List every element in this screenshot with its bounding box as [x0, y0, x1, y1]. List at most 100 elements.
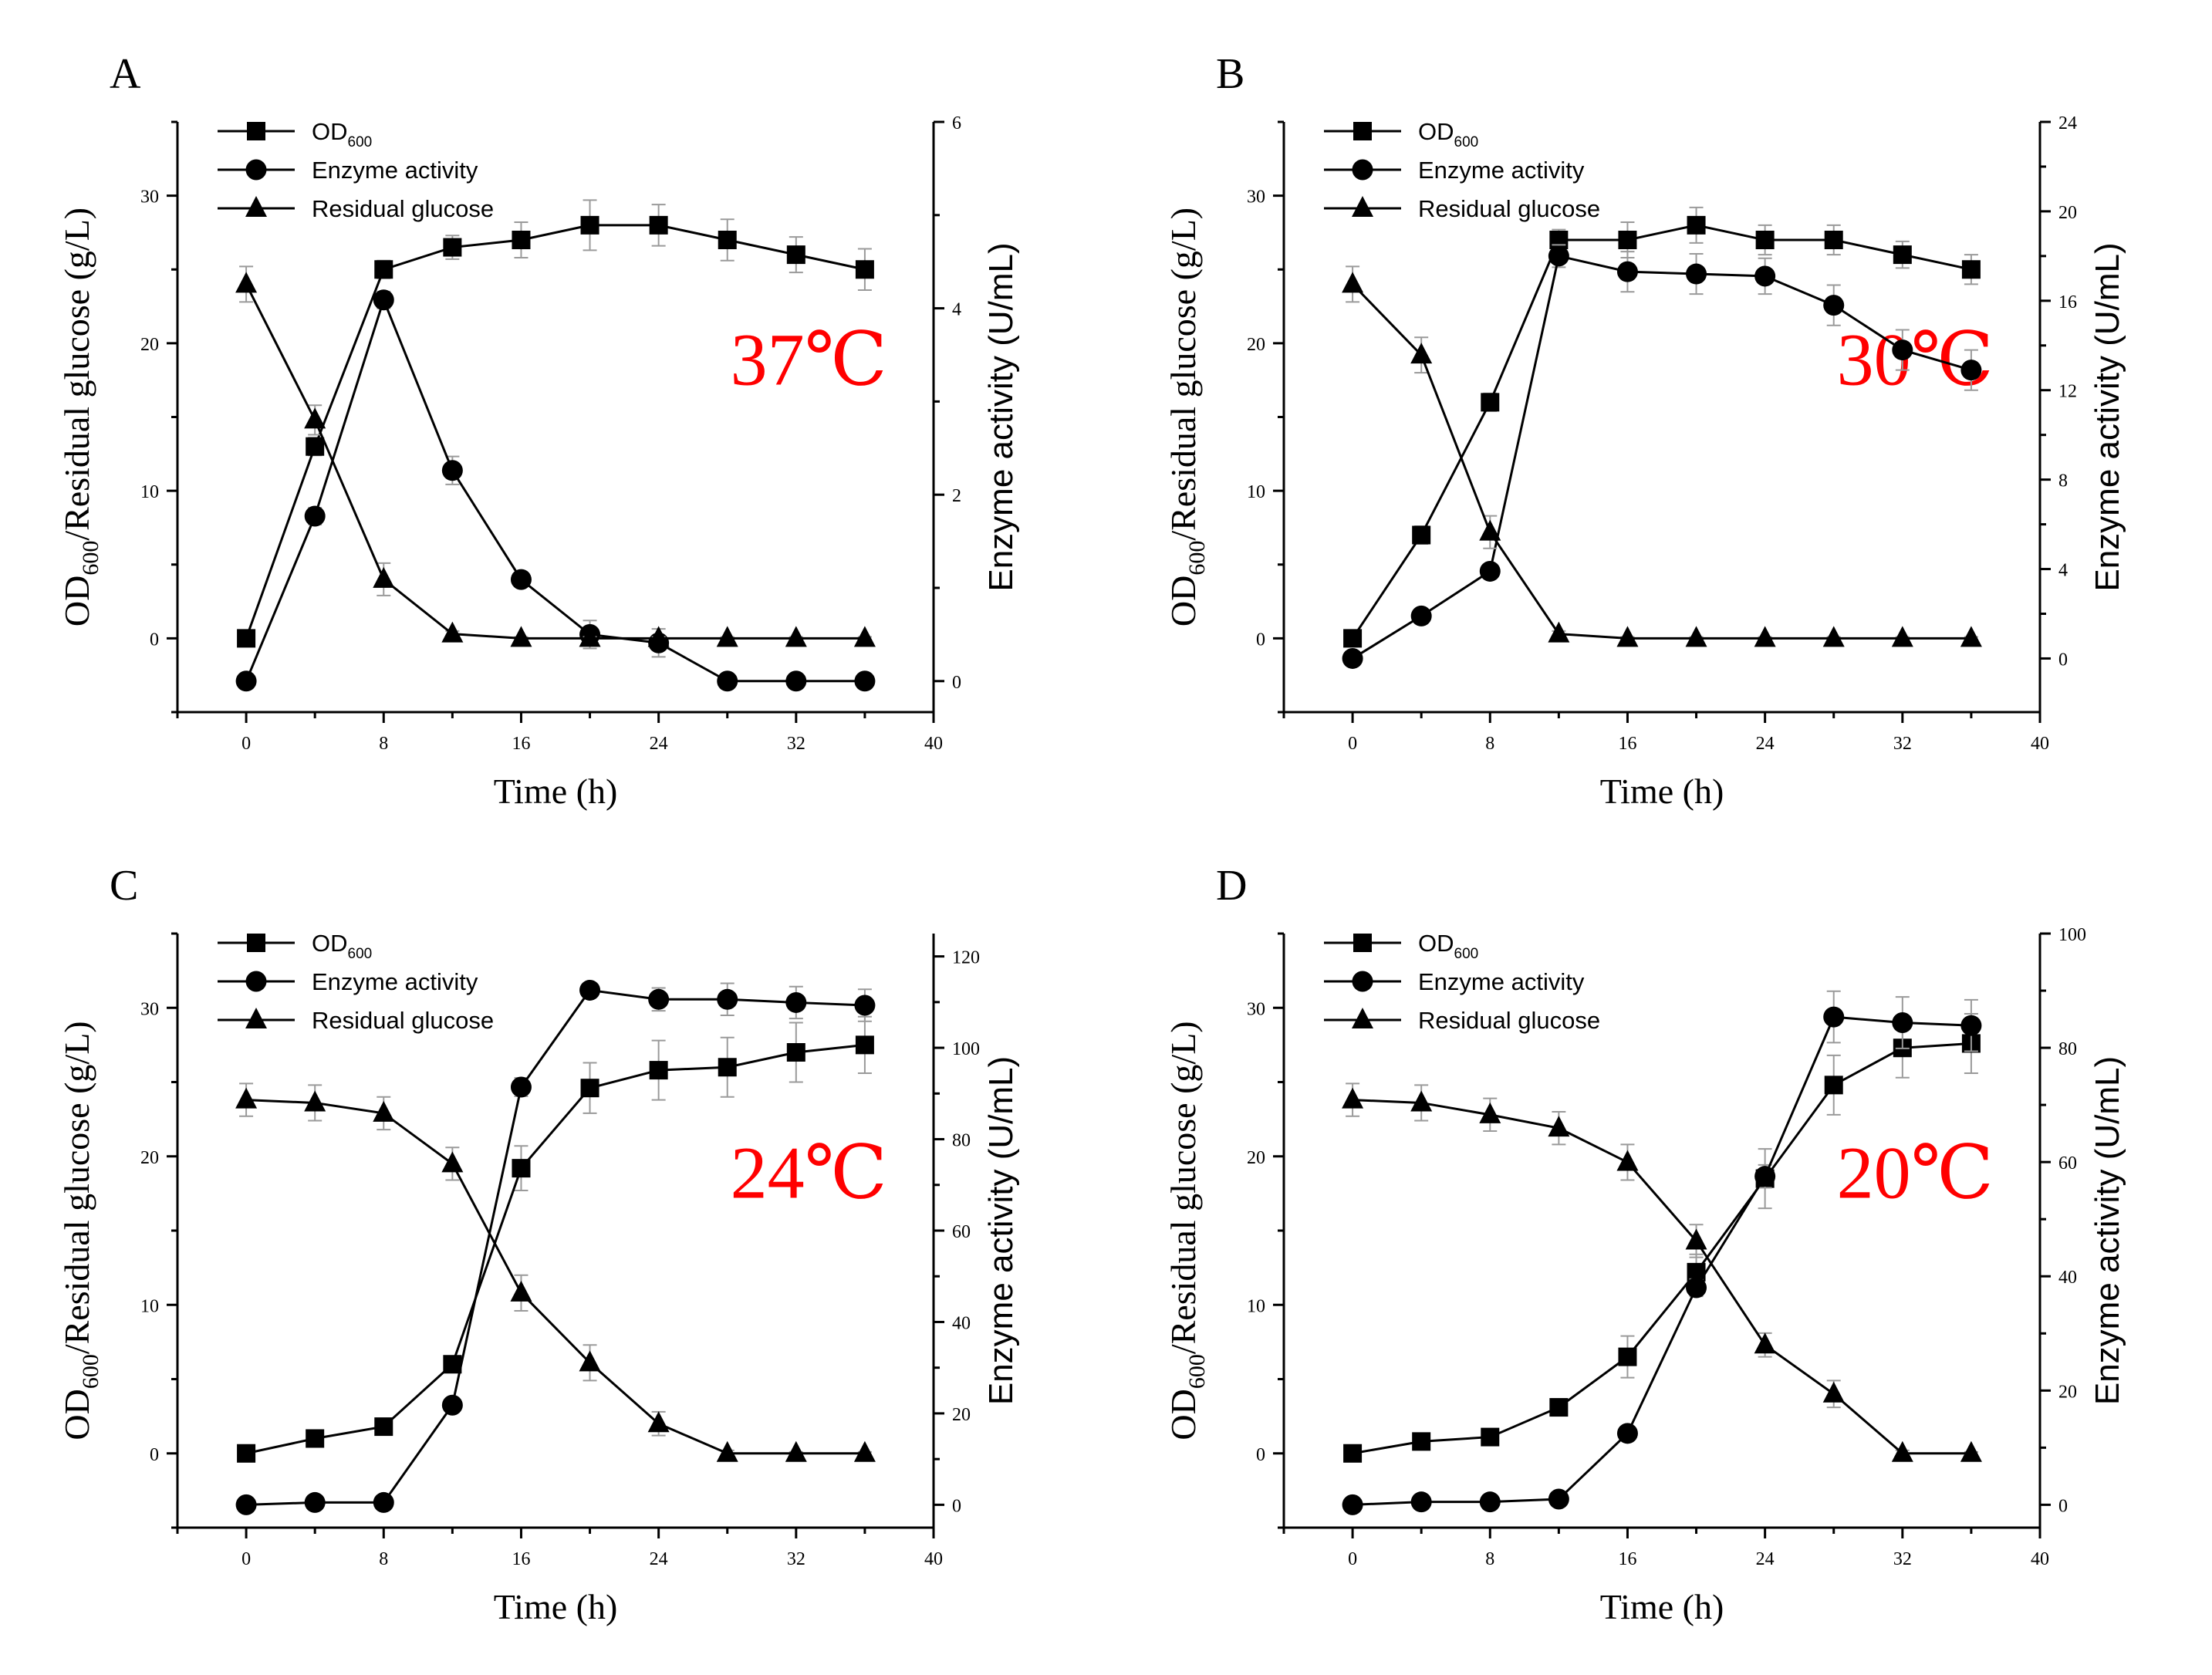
panel-d-od-point [1618, 1347, 1637, 1366]
panel-a-left-tick-label: 10 [140, 482, 159, 502]
panel-d-enzyme-line [1353, 1015, 1971, 1506]
panel-b-left-tick-label: 30 [1247, 187, 1265, 208]
panel-c-glucose-point [785, 1440, 807, 1462]
panel-a-letter: A [110, 50, 141, 98]
panel-b-series-enzyme [1342, 244, 1982, 669]
panel-d-right-tick-label: 0 [2058, 1496, 2068, 1516]
panel-b-y-left-label-rest: /Residual glucose (g/L) [1163, 208, 1203, 541]
panel-d-legend-od: OD600 [1324, 930, 1478, 962]
panel-b-enzyme-point [1342, 647, 1363, 669]
panel-c-enzyme-point [854, 995, 876, 1016]
panel-c-x-tick-label: 32 [787, 1549, 805, 1569]
panel-a-enzyme-point [304, 505, 326, 527]
panel-b-left-tick-label: 10 [1247, 482, 1265, 502]
panel-c-legend-enzyme-marker [245, 971, 267, 992]
panel-b-series-glucose [1342, 265, 1982, 647]
panel-c-right-tick-label: 40 [952, 1313, 971, 1333]
panel-b-od-point [1343, 629, 1363, 648]
panel-c-enzyme-point [579, 979, 601, 1001]
panel-d-series-enzyme [1342, 990, 1982, 1515]
panel-d-enzyme-point [1823, 1006, 1845, 1028]
panel-c-glucose-point [235, 1087, 258, 1109]
panel-a-left-tick-label: 0 [150, 630, 159, 650]
panel-a-right-tick-label: 2 [952, 486, 961, 506]
panel-a-enzyme-point [854, 670, 876, 692]
panel-b-enzyme-point [1479, 560, 1501, 582]
panel-b-glucose-point [1960, 626, 1982, 647]
panel-c-y-left-label-main: OD [57, 1389, 96, 1440]
panel-d-glucose-line [1353, 1099, 1971, 1455]
panel-d-x-tick-label: 40 [2031, 1549, 2049, 1569]
panel-d-od-point [1481, 1427, 1500, 1447]
panel-c-series-enzyme [235, 979, 876, 1515]
panel-d-enzyme-point [1342, 1494, 1363, 1515]
panel-a-right-tick-label: 6 [952, 113, 961, 133]
panel-c-right-tick-label: 100 [952, 1039, 980, 1059]
panel-d-x-tick-label: 32 [1893, 1549, 1912, 1569]
panel-a-enzyme-point [510, 569, 532, 590]
panel-a-glucose-point [510, 626, 532, 647]
panel-c-enzyme-point [510, 1076, 532, 1098]
panel-c-legend-glucose-marker [245, 1008, 267, 1028]
panel-c-od-point [855, 1035, 874, 1055]
panel-d-x-tick-label: 16 [1618, 1549, 1636, 1569]
panel-a-right-tick-label: 4 [952, 300, 961, 320]
panel-b-enzyme-point [1823, 295, 1845, 316]
panel-d-od-line [1352, 1042, 1972, 1455]
panel-b-y-left-label-main: OD [1163, 576, 1203, 626]
panel-b-glucose-line [1352, 283, 1971, 640]
panel-a-legend-od-marker [247, 122, 265, 140]
panel-c-y-left-label-rest: /Residual glucose (g/L) [57, 1021, 96, 1354]
panel-d-enzyme-point [1479, 1491, 1501, 1513]
panel-c-od-point [786, 1043, 805, 1062]
panel-c-left-tick-label: 10 [140, 1296, 159, 1316]
panel-b-enzyme-point [1960, 360, 1982, 381]
panel-a-od-point [237, 629, 256, 648]
panel-d-right-tick-label: 80 [2058, 1039, 2077, 1059]
panel-a-enzyme-point [441, 460, 463, 481]
panel-d-glucose-point [1685, 1228, 1707, 1250]
panel-a-glucose-point [853, 626, 876, 647]
panel-d-right-tick-label: 100 [2058, 925, 2086, 945]
panel-b-od-point [1755, 231, 1775, 249]
panel-c-x-tick-label: 16 [512, 1549, 530, 1569]
panel-c-glucose-point [510, 1280, 532, 1302]
panel-c-legend-glucose: Residual glucose [218, 1007, 494, 1034]
panel-d-glucose-point [1616, 1150, 1639, 1171]
panel-d-right-tick-label: 20 [2058, 1382, 2077, 1402]
panel-a-glucose-point [716, 626, 738, 647]
panel-d-left-tick-label: 10 [1247, 1296, 1265, 1316]
panel-b-right-tick-label: 24 [2058, 113, 2077, 133]
panel-b-enzyme-point [1548, 245, 1569, 267]
panel-c-glucose-line [246, 1099, 865, 1455]
panel-a-glucose-point [304, 407, 326, 429]
panel-a-glucose-point [373, 566, 395, 588]
panel-a-legend-glucose-marker [245, 196, 267, 217]
panel-a-enzyme-point [717, 670, 738, 692]
panel-c-x-tick-label: 24 [650, 1549, 668, 1569]
panel-a-od-point [786, 245, 805, 265]
panel-d-series-glucose [1342, 1082, 1982, 1462]
panel-a-x-tick-label: 16 [512, 734, 530, 754]
panel-b-x-tick-label: 8 [1485, 734, 1494, 754]
panel-c-series-glucose [235, 1082, 876, 1462]
panel-b-od-point [1412, 525, 1431, 545]
panel-c-legend-enzyme-label: Enzyme activity [312, 968, 478, 995]
panel-b-letter: B [1216, 50, 1244, 98]
panel-b-glucose-point [1548, 621, 1570, 643]
panel-d-legend-od-label-sub: 600 [1454, 946, 1479, 962]
panel-b-temperature-label: 30℃ [1837, 318, 1994, 400]
panel-d-glucose-point [1960, 1440, 1982, 1462]
panel-c-y-right-label: Enzyme activity (U/mL) [982, 1056, 1020, 1405]
panel-d-enzyme-point [1686, 1277, 1707, 1298]
panel-b-legend-enzyme-marker [1352, 159, 1373, 181]
panel-c-chart: C 0 8 16 24 32 40 0 10 20 30 0 20 40 60 80 100 120 Time (h… [57, 862, 1020, 1626]
panel-c-left-tick-label: 30 [140, 999, 159, 1019]
panel-c-glucose-point [647, 1411, 670, 1433]
panel-d-od-point [1343, 1444, 1363, 1463]
panel-d-legend-glucose-label: Residual glucose [1418, 1007, 1600, 1034]
panel-d-glucose-point [1548, 1116, 1570, 1137]
panel-d-glucose-point [1891, 1440, 1913, 1462]
